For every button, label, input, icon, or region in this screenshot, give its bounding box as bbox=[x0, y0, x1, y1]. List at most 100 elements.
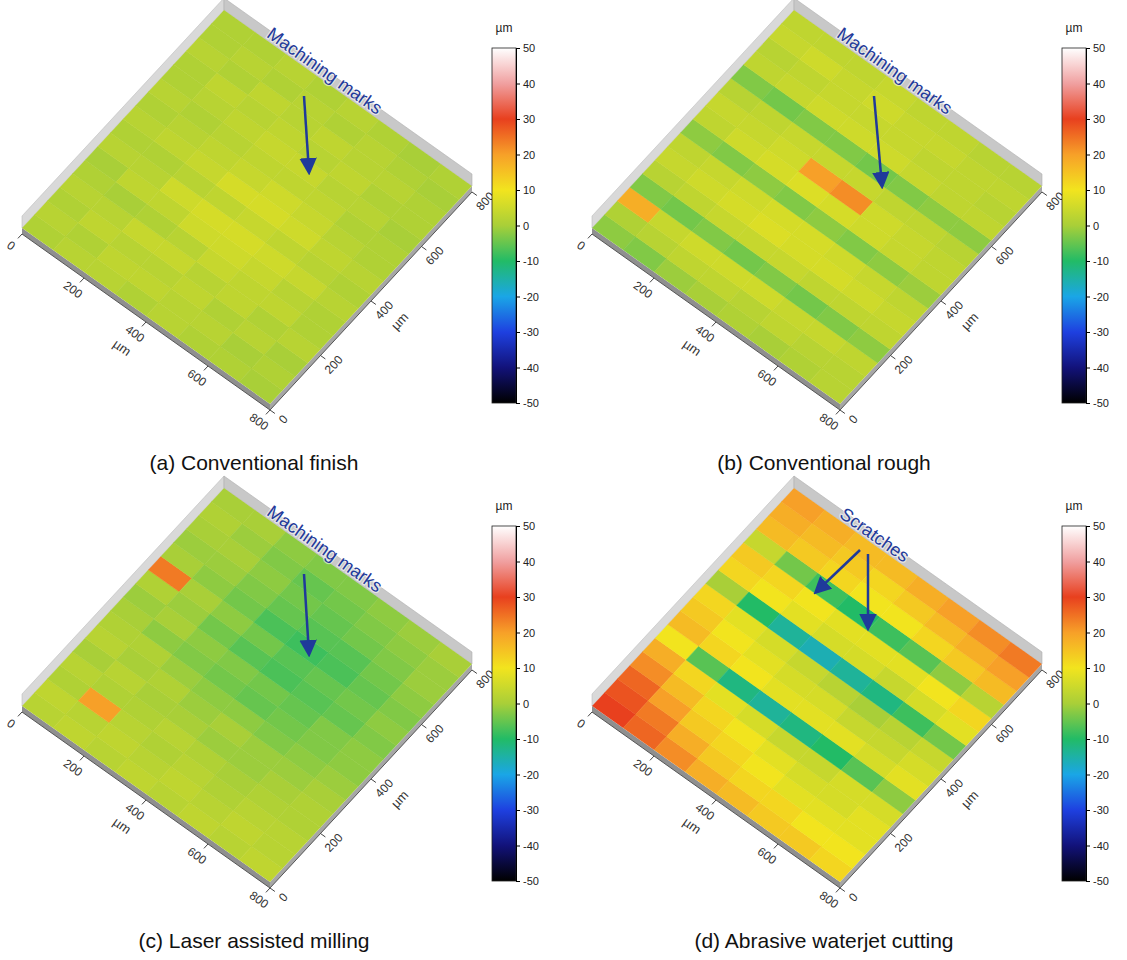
colorbar-tick-group: 20 bbox=[516, 627, 535, 639]
colorbar-tick-label: -20 bbox=[523, 291, 539, 303]
base-side bbox=[840, 186, 1042, 410]
colorbar-tick-label: -50 bbox=[523, 875, 539, 887]
x-tick-label: 0 bbox=[574, 716, 588, 731]
x-tick-label: 0 bbox=[4, 238, 18, 253]
colorbar-tick-label: 0 bbox=[1093, 698, 1099, 710]
base-side bbox=[270, 186, 472, 410]
colorbar-tick-label: -40 bbox=[523, 840, 539, 852]
colorbar-tick-label: -50 bbox=[1093, 397, 1109, 409]
y-tick bbox=[891, 834, 896, 837]
colorbar-tick-group: -30 bbox=[1086, 326, 1109, 338]
x-tick-label: 800 bbox=[817, 888, 842, 911]
x-tick-label: 200 bbox=[61, 278, 86, 301]
colorbar-tick-group: -20 bbox=[1086, 291, 1109, 303]
colorbar-tick-group: 0 bbox=[516, 698, 529, 710]
y-axis-title: µm bbox=[388, 787, 411, 811]
y-tick bbox=[992, 725, 997, 728]
colorbar-tick bbox=[1086, 633, 1090, 634]
x-tick bbox=[266, 888, 270, 892]
colorbar-tick-label: -10 bbox=[523, 255, 539, 267]
colorbar-tick-label: -40 bbox=[523, 362, 539, 374]
colorbar-tick-group: 20 bbox=[1086, 627, 1105, 639]
annotation-arrow bbox=[816, 550, 860, 592]
base-side bbox=[840, 664, 1042, 888]
colorbar-tick-group: -40 bbox=[1086, 362, 1109, 374]
base-side bbox=[592, 706, 840, 888]
colorbar-tick-group: -20 bbox=[516, 769, 539, 781]
colorbar-tick bbox=[516, 597, 520, 598]
colorbar-tick bbox=[1086, 881, 1090, 882]
annotation-arrow bbox=[304, 574, 309, 654]
back-wall bbox=[794, 0, 1042, 186]
y-axis-title: µm bbox=[388, 309, 411, 333]
back-wall bbox=[22, 0, 224, 228]
annotation-arrow bbox=[867, 554, 870, 628]
y-tick bbox=[472, 670, 477, 673]
surface-cell bbox=[998, 164, 1042, 200]
colorbar-tick-label: 0 bbox=[523, 220, 529, 232]
colorbar-tick-label: 40 bbox=[1093, 556, 1105, 568]
colorbar-axis-line bbox=[517, 49, 521, 404]
colorbar-tick bbox=[1086, 668, 1090, 669]
colorbar-tick-group: -50 bbox=[516, 875, 539, 887]
x-tick bbox=[712, 322, 716, 326]
colorbar-tick-label: 40 bbox=[1093, 78, 1105, 90]
colorbar-tick-label: 30 bbox=[1093, 591, 1105, 603]
colorbar-tick bbox=[516, 562, 520, 563]
colorbar-tick-label: -10 bbox=[1093, 255, 1109, 267]
annotation: Scratches bbox=[836, 504, 913, 567]
colorbar-tick-group: -50 bbox=[1086, 875, 1109, 887]
colorbar-tick-label: -20 bbox=[1093, 769, 1109, 781]
colorbar-tick-group: -40 bbox=[516, 840, 539, 852]
colorbar-tick-group: 0 bbox=[1086, 220, 1099, 232]
back-wall bbox=[224, 0, 472, 186]
colorbar-tick bbox=[1086, 119, 1090, 120]
colorbar-tick-group: -50 bbox=[516, 397, 539, 409]
colorbar-axis: -50-40-30-20-1001020304050 bbox=[516, 520, 539, 887]
colorbar-tick bbox=[1086, 775, 1090, 776]
colorbar-axis-line bbox=[1087, 527, 1091, 882]
y-axis-title: µm bbox=[958, 787, 981, 811]
colorbar-tick bbox=[1086, 597, 1090, 598]
colorbar-tick-label: -30 bbox=[1093, 804, 1109, 816]
colorbar-title: µm bbox=[496, 499, 513, 513]
panel-title: (d) Abrasive waterjet cutting bbox=[694, 929, 953, 952]
base-side bbox=[22, 706, 270, 888]
colorbar-tick-group: -50 bbox=[1086, 397, 1109, 409]
colorbar-tick-group: 10 bbox=[1086, 662, 1105, 674]
surface-cells bbox=[592, 488, 1042, 882]
x-tick-label: 600 bbox=[185, 844, 210, 867]
x-tick bbox=[650, 756, 654, 760]
x-tick bbox=[204, 844, 208, 848]
x-tick-label: 200 bbox=[61, 756, 86, 779]
y-tick-label: 600 bbox=[993, 721, 1017, 745]
colorbar-tick-group: 10 bbox=[516, 184, 535, 196]
colorbar-tick bbox=[1086, 261, 1090, 262]
colorbar-tick bbox=[516, 332, 520, 333]
x-tick bbox=[266, 410, 270, 414]
colorbar-tick-group: -40 bbox=[516, 362, 539, 374]
colorbar-tick bbox=[1086, 526, 1090, 527]
colorbar-tick-label: 30 bbox=[1093, 113, 1105, 125]
colorbar-tick bbox=[516, 403, 520, 404]
colorbar-axis-line bbox=[1087, 49, 1091, 404]
colorbar-title: µm bbox=[496, 21, 513, 35]
colorbar-tick-label: 50 bbox=[1093, 42, 1105, 54]
colorbar-tick bbox=[516, 226, 520, 227]
colorbar-tick bbox=[1086, 155, 1090, 156]
colorbar-tick-group: -40 bbox=[1086, 840, 1109, 852]
x-axis-title: µm bbox=[680, 336, 704, 359]
colorbar-tick-group: -20 bbox=[1086, 769, 1109, 781]
colorbar-tick-label: -40 bbox=[1093, 362, 1109, 374]
annotation: Machining marks bbox=[263, 501, 386, 596]
surface-cells bbox=[592, 10, 1042, 404]
colorbar-tick-group: -10 bbox=[516, 733, 539, 745]
colorbar-tick bbox=[1086, 84, 1090, 85]
colorbar-tick-label: -20 bbox=[523, 769, 539, 781]
colorbar-tick bbox=[516, 155, 520, 156]
colorbar-tick-label: 20 bbox=[1093, 627, 1105, 639]
colorbar-tick bbox=[516, 297, 520, 298]
colorbar-tick bbox=[516, 704, 520, 705]
y-tick bbox=[891, 356, 896, 359]
back-wall bbox=[794, 476, 1042, 664]
